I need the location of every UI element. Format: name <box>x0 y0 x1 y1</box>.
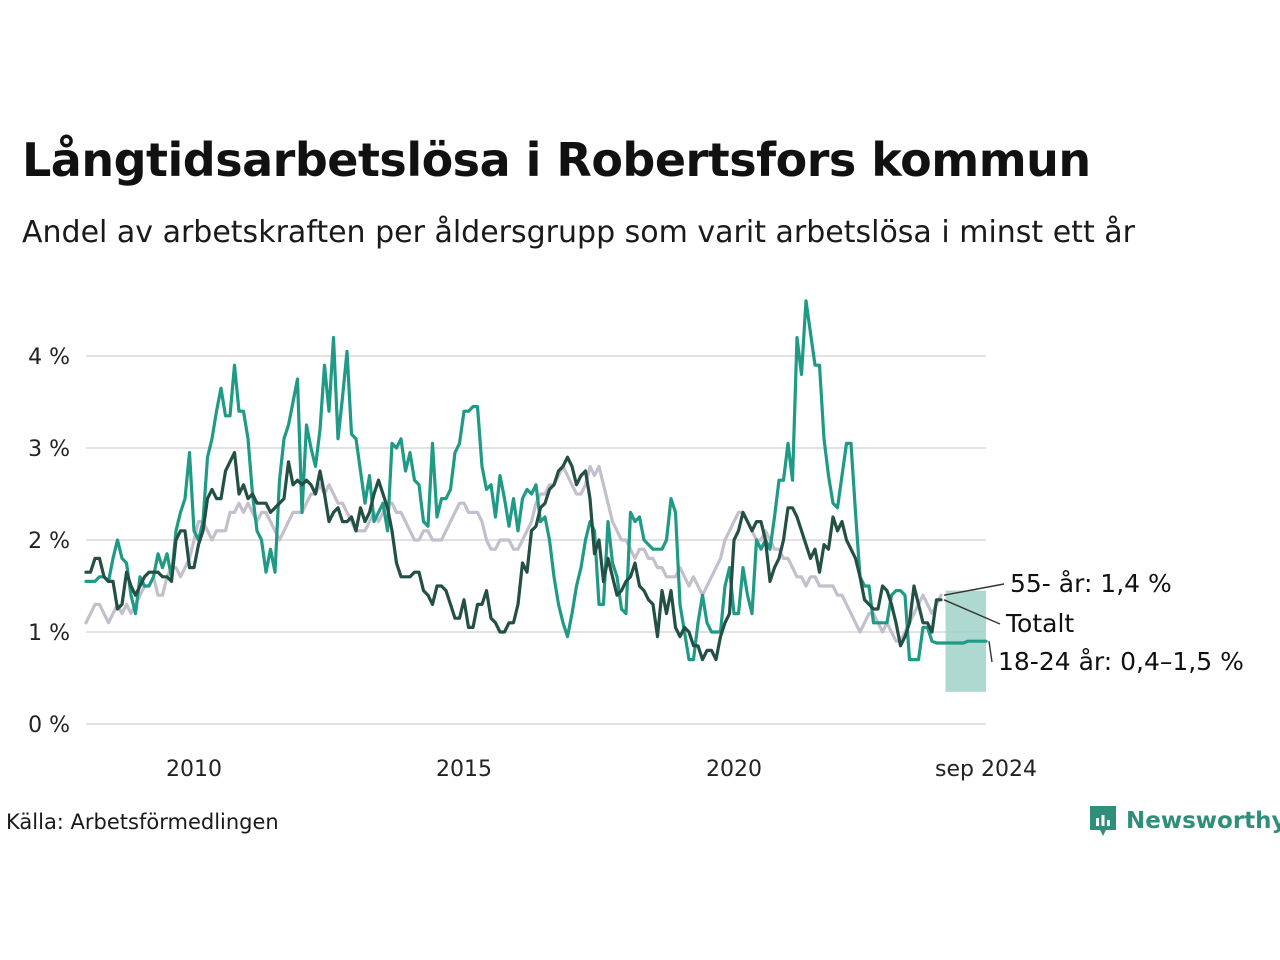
series-lines <box>84 299 988 662</box>
y-tick-label: 4 % <box>28 345 70 370</box>
y-tick-label: 0 % <box>28 713 70 738</box>
y-tick-label: 3 % <box>28 437 70 462</box>
series-line-young <box>84 299 988 662</box>
y-axis-ticks: 0 % 1 % 2 % 3 % 4 % <box>28 345 70 738</box>
x-tick-label: 2020 <box>706 757 762 782</box>
end-labels: 55- år: 1,4 % Totalt 18-24 år: 0,4–1,5 % <box>943 569 1244 676</box>
x-tick-label: 2010 <box>166 757 222 782</box>
chart-subtitle: Andel av arbetskraften per åldersgrupp s… <box>22 215 1135 250</box>
end-label-total: Totalt <box>1005 609 1074 638</box>
brand-name: Newsworthy <box>1126 808 1280 834</box>
y-tick-label: 1 % <box>28 621 70 646</box>
end-label-young: 18-24 år: 0,4–1,5 % <box>998 647 1244 676</box>
source-note: Källa: Arbetsförmedlingen <box>6 810 279 834</box>
gridlines <box>86 355 986 725</box>
leader-line <box>943 599 1001 625</box>
brand-logo: Newsworthy <box>1088 804 1280 838</box>
chart-title: Långtidsarbetslösa i Robertsfors kommun <box>22 133 1091 187</box>
x-axis-ticks: 2010 2015 2020 sep 2024 <box>166 757 1037 782</box>
newsworthy-logo-icon <box>1090 806 1116 836</box>
leader-line <box>943 583 1005 596</box>
y-tick-label: 2 % <box>28 529 70 554</box>
series-line-old <box>84 464 943 643</box>
leader-line <box>988 641 993 663</box>
series-line-total <box>84 451 943 662</box>
x-tick-label: sep 2024 <box>935 757 1037 782</box>
end-label-old: 55- år: 1,4 % <box>1010 569 1172 598</box>
x-tick-label: 2015 <box>436 757 492 782</box>
